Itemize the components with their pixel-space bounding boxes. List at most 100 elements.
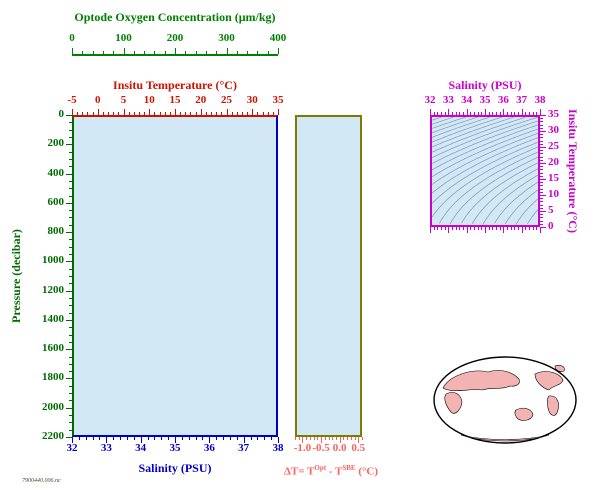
axis-minor-tick xyxy=(324,437,326,440)
axis-major-tick xyxy=(97,109,99,115)
axis-minor-tick xyxy=(69,371,72,373)
axis-minor-tick xyxy=(69,276,72,277)
axis-major-tick xyxy=(66,144,72,146)
axis-tick-label: 34 xyxy=(461,94,473,106)
axis-minor-tick xyxy=(69,297,72,299)
axis-major-tick xyxy=(252,109,254,115)
isopycnal-contour-line xyxy=(432,132,538,185)
axis-major-tick xyxy=(302,437,304,443)
axis-major-tick xyxy=(278,109,279,115)
axis-major-tick xyxy=(430,227,431,233)
axis-minor-tick xyxy=(221,112,223,115)
axis-major-tick xyxy=(448,227,450,233)
isopycnal-contour-line xyxy=(432,117,478,134)
axis-minor-tick xyxy=(540,214,543,216)
axis-minor-tick xyxy=(202,437,204,440)
axis-minor-tick xyxy=(441,112,442,115)
axis-minor-tick xyxy=(540,153,543,155)
axis-minor-tick xyxy=(108,112,110,115)
axis-minor-tick xyxy=(69,393,72,395)
isopycnal-contour-line xyxy=(449,156,538,225)
axis-major-tick xyxy=(123,109,125,115)
axis-minor-tick xyxy=(347,437,349,440)
axis-tick-label: -1.0 xyxy=(293,442,312,454)
axis-major-tick xyxy=(72,109,73,115)
axis-minor-tick xyxy=(271,437,273,440)
axis-minor-tick xyxy=(216,112,218,115)
axis-tick-label: 0.5 xyxy=(351,442,366,454)
temperature-axis-title: Insitu Temperature (°C) xyxy=(113,78,237,92)
axis-minor-tick xyxy=(241,112,243,115)
axis-tick-label: 38 xyxy=(534,94,546,106)
axis-minor-tick xyxy=(85,437,87,440)
axis-minor-tick xyxy=(540,217,543,219)
axis-minor-tick xyxy=(317,437,319,440)
axis-minor-tick xyxy=(507,112,508,115)
isopycnal-contour-line xyxy=(432,117,526,153)
axis-minor-tick xyxy=(69,429,72,431)
axis-major-tick xyxy=(540,227,546,228)
axis-minor-tick xyxy=(540,159,543,161)
axis-minor-tick xyxy=(69,129,72,131)
axis-minor-tick xyxy=(536,112,538,115)
axis-major-tick xyxy=(339,437,341,443)
axis-minor-tick xyxy=(540,204,543,206)
axis-minor-tick xyxy=(510,112,512,115)
axis-tick-label: 300 xyxy=(218,32,235,44)
isopycnal-contour-line xyxy=(471,168,538,224)
axis-minor-tick xyxy=(499,112,501,115)
salinity-axis-title: Salinity (PSU) xyxy=(138,461,212,475)
axis-major-tick xyxy=(66,349,72,351)
axis-minor-tick xyxy=(444,112,446,115)
axis-major-tick xyxy=(540,211,546,212)
isopycnal-contour-line xyxy=(439,151,538,224)
axis-minor-tick xyxy=(102,51,104,54)
axis-major-tick xyxy=(226,48,228,54)
axis-tick-label: 200 xyxy=(166,32,184,44)
axis-minor-tick xyxy=(540,223,543,225)
isopycnal-contour-line xyxy=(432,124,538,171)
axis-major-tick xyxy=(448,109,450,115)
axis-minor-tick xyxy=(343,437,345,440)
axis-tick-label: 35 xyxy=(169,442,181,454)
axis-minor-tick xyxy=(492,112,494,115)
axis-minor-tick xyxy=(540,156,543,158)
isopycnal-contour-line xyxy=(432,128,538,178)
axis-major-tick xyxy=(209,437,211,443)
axis-minor-tick xyxy=(133,437,135,440)
axis-major-tick xyxy=(540,195,546,196)
axis-tick-label: 25 xyxy=(548,140,559,152)
axis-minor-tick xyxy=(159,112,161,115)
axis-major-tick xyxy=(521,227,523,233)
axis-tick-label: 800 xyxy=(47,225,65,238)
axis-major-tick xyxy=(430,109,431,115)
axis-minor-tick xyxy=(216,437,218,440)
axis-tick-label: 20 xyxy=(195,94,207,106)
axis-minor-tick xyxy=(510,227,512,230)
axis-minor-tick xyxy=(470,227,472,230)
isopycnal-contour-line xyxy=(494,181,538,224)
axis-minor-tick xyxy=(540,137,543,139)
axis-tick-label: 0 xyxy=(69,32,75,44)
axis-minor-tick xyxy=(540,127,543,129)
axis-major-tick xyxy=(66,115,72,116)
axis-minor-tick xyxy=(69,195,72,197)
axis-minor-tick xyxy=(540,140,543,142)
isopycnal-contour-line xyxy=(432,141,538,204)
axis-minor-tick xyxy=(223,437,225,440)
axis-minor-tick xyxy=(354,437,356,440)
axis-minor-tick xyxy=(295,437,296,440)
axis-minor-tick xyxy=(540,166,543,168)
isopycnal-contour-line xyxy=(432,117,503,143)
axis-minor-tick xyxy=(133,112,135,115)
axis-minor-tick xyxy=(463,112,464,115)
axis-minor-tick xyxy=(69,158,72,160)
axis-minor-tick xyxy=(262,112,264,115)
delta-t-label-sup-sbe: SBE xyxy=(342,464,356,472)
axis-minor-tick xyxy=(154,112,156,115)
axis-minor-tick xyxy=(525,112,527,115)
continent-north-america xyxy=(534,371,564,391)
axis-minor-tick xyxy=(441,227,442,230)
axis-minor-tick xyxy=(185,112,187,115)
axis-minor-tick xyxy=(481,227,483,230)
